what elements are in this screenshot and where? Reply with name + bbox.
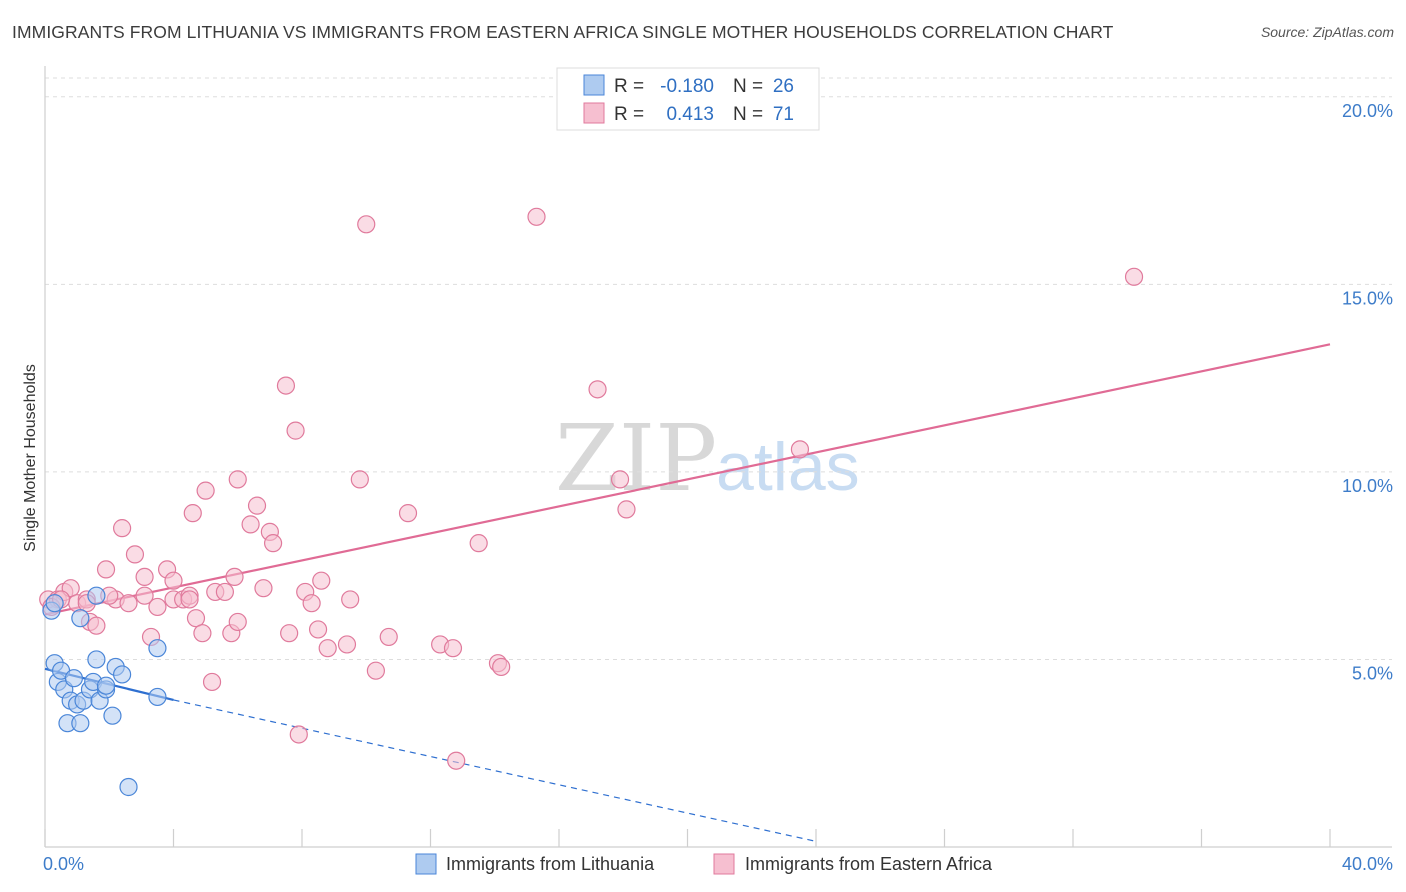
data-point-eastern-africa — [790, 440, 810, 459]
legend-r-value-blue: -0.180 — [660, 76, 714, 97]
legend-n-label-blue: N = — [733, 76, 763, 97]
data-point-eastern-africa — [527, 207, 546, 226]
data-point-eastern-africa — [87, 616, 106, 635]
data-point-eastern-africa — [350, 470, 369, 489]
legend-r-label-blue: R = — [614, 76, 644, 97]
data-point-eastern-africa — [286, 421, 305, 440]
data-point-lithuania — [71, 714, 90, 733]
bottom-legend-label-pink: Immigrants from Eastern Africa — [745, 854, 993, 874]
data-point-eastern-africa — [308, 620, 328, 639]
data-point-eastern-africa — [341, 590, 360, 609]
legend-r-value-pink: 0.413 — [666, 104, 714, 125]
source-label: Source: ZipAtlas.com — [1260, 24, 1394, 40]
data-point-eastern-africa — [588, 380, 607, 399]
data-point-lithuania — [112, 665, 132, 684]
bottom-legend-swatch-pink — [713, 853, 735, 875]
data-point-eastern-africa — [241, 515, 260, 534]
bottom-legend-swatch-blue — [415, 853, 437, 875]
data-point-eastern-africa — [125, 545, 145, 564]
data-point-eastern-africa — [447, 751, 466, 770]
data-point-lithuania — [87, 650, 106, 669]
series-lithuania — [42, 586, 167, 797]
series-legend: Immigrants from Lithuania Immigrants fro… — [415, 853, 993, 875]
x-tick-label-min: 0.0% — [43, 854, 84, 874]
legend-swatch-blue — [583, 74, 605, 96]
data-point-lithuania — [103, 706, 122, 725]
data-point-eastern-africa — [1124, 267, 1144, 286]
data-point-eastern-africa — [225, 567, 244, 587]
data-point-lithuania — [96, 676, 116, 695]
data-point-eastern-africa — [186, 609, 206, 628]
data-point-eastern-africa — [469, 534, 488, 553]
trend-line-eastern-africa — [44, 343, 1331, 616]
data-point-eastern-africa — [617, 500, 636, 519]
data-point-eastern-africa — [135, 586, 154, 605]
data-point-eastern-africa — [610, 470, 630, 489]
data-point-eastern-africa — [180, 590, 199, 609]
data-point-eastern-africa — [135, 567, 154, 587]
data-point-lithuania — [119, 777, 138, 797]
watermark-atlas: atlas — [716, 429, 860, 505]
data-point-lithuania — [148, 687, 167, 707]
y-tick-label: 15.0% — [1342, 288, 1393, 308]
data-point-eastern-africa — [148, 597, 167, 617]
data-point-lithuania — [87, 586, 106, 605]
data-point-eastern-africa — [96, 560, 116, 579]
bottom-legend-label-blue: Immigrants from Lithuania — [446, 854, 655, 874]
data-point-eastern-africa — [196, 481, 215, 500]
x-tick-label-max: 40.0% — [1342, 854, 1393, 874]
data-point-eastern-africa — [228, 470, 247, 489]
data-point-lithuania — [148, 639, 167, 658]
y-tick-label: 10.0% — [1342, 476, 1393, 496]
data-point-eastern-africa — [318, 639, 337, 658]
y-tick-label: 5.0% — [1352, 663, 1393, 683]
legend-n-label-pink: N = — [733, 104, 763, 125]
chart-title: IMMIGRANTS FROM LITHUANIA VS IMMIGRANTS … — [12, 22, 1114, 42]
data-point-eastern-africa — [183, 504, 202, 523]
data-point-eastern-africa — [280, 624, 299, 643]
y-tick-label: 20.0% — [1342, 101, 1393, 121]
legend-r-label-pink: R = — [614, 104, 644, 125]
trend-line-lithuania-extension — [173, 699, 817, 842]
data-point-eastern-africa — [263, 534, 283, 553]
data-point-eastern-africa — [164, 571, 183, 590]
data-point-eastern-africa — [247, 496, 267, 515]
axes — [44, 66, 1392, 848]
watermark: ZIP atlas — [555, 405, 860, 512]
y-axis-label: Single Mother Households — [22, 364, 39, 552]
legend-n-value-blue: 26 — [773, 76, 794, 97]
tick-labels: 5.0% 10.0% 15.0% 20.0% 0.0% 40.0% — [43, 101, 1393, 874]
data-point-eastern-africa — [119, 594, 138, 613]
data-point-eastern-africa — [276, 376, 296, 395]
data-point-eastern-africa — [366, 661, 385, 680]
legend-n-value-pink: 71 — [773, 104, 794, 125]
data-point-eastern-africa — [337, 635, 357, 654]
legend-swatch-pink — [583, 102, 605, 124]
data-point-lithuania — [71, 609, 90, 628]
data-point-eastern-africa — [289, 725, 308, 744]
data-point-eastern-africa — [492, 657, 511, 677]
data-point-eastern-africa — [112, 519, 132, 538]
data-point-eastern-africa — [312, 571, 331, 590]
data-point-eastern-africa — [202, 672, 222, 692]
data-point-eastern-africa — [193, 624, 212, 643]
data-point-eastern-africa — [254, 579, 273, 598]
data-point-lithuania — [64, 669, 84, 688]
data-point-eastern-africa — [443, 639, 463, 658]
data-point-eastern-africa — [302, 594, 321, 613]
watermark-zip: ZIP — [555, 405, 717, 512]
data-point-eastern-africa — [357, 215, 376, 234]
data-point-eastern-africa — [228, 612, 247, 632]
data-point-eastern-africa — [379, 627, 398, 647]
data-point-eastern-africa — [215, 582, 234, 602]
data-point-lithuania — [45, 594, 64, 613]
stats-legend: R = -0.180 N = 26 R = 0.413 N = 71 — [556, 67, 820, 131]
data-point-eastern-africa — [398, 504, 418, 523]
